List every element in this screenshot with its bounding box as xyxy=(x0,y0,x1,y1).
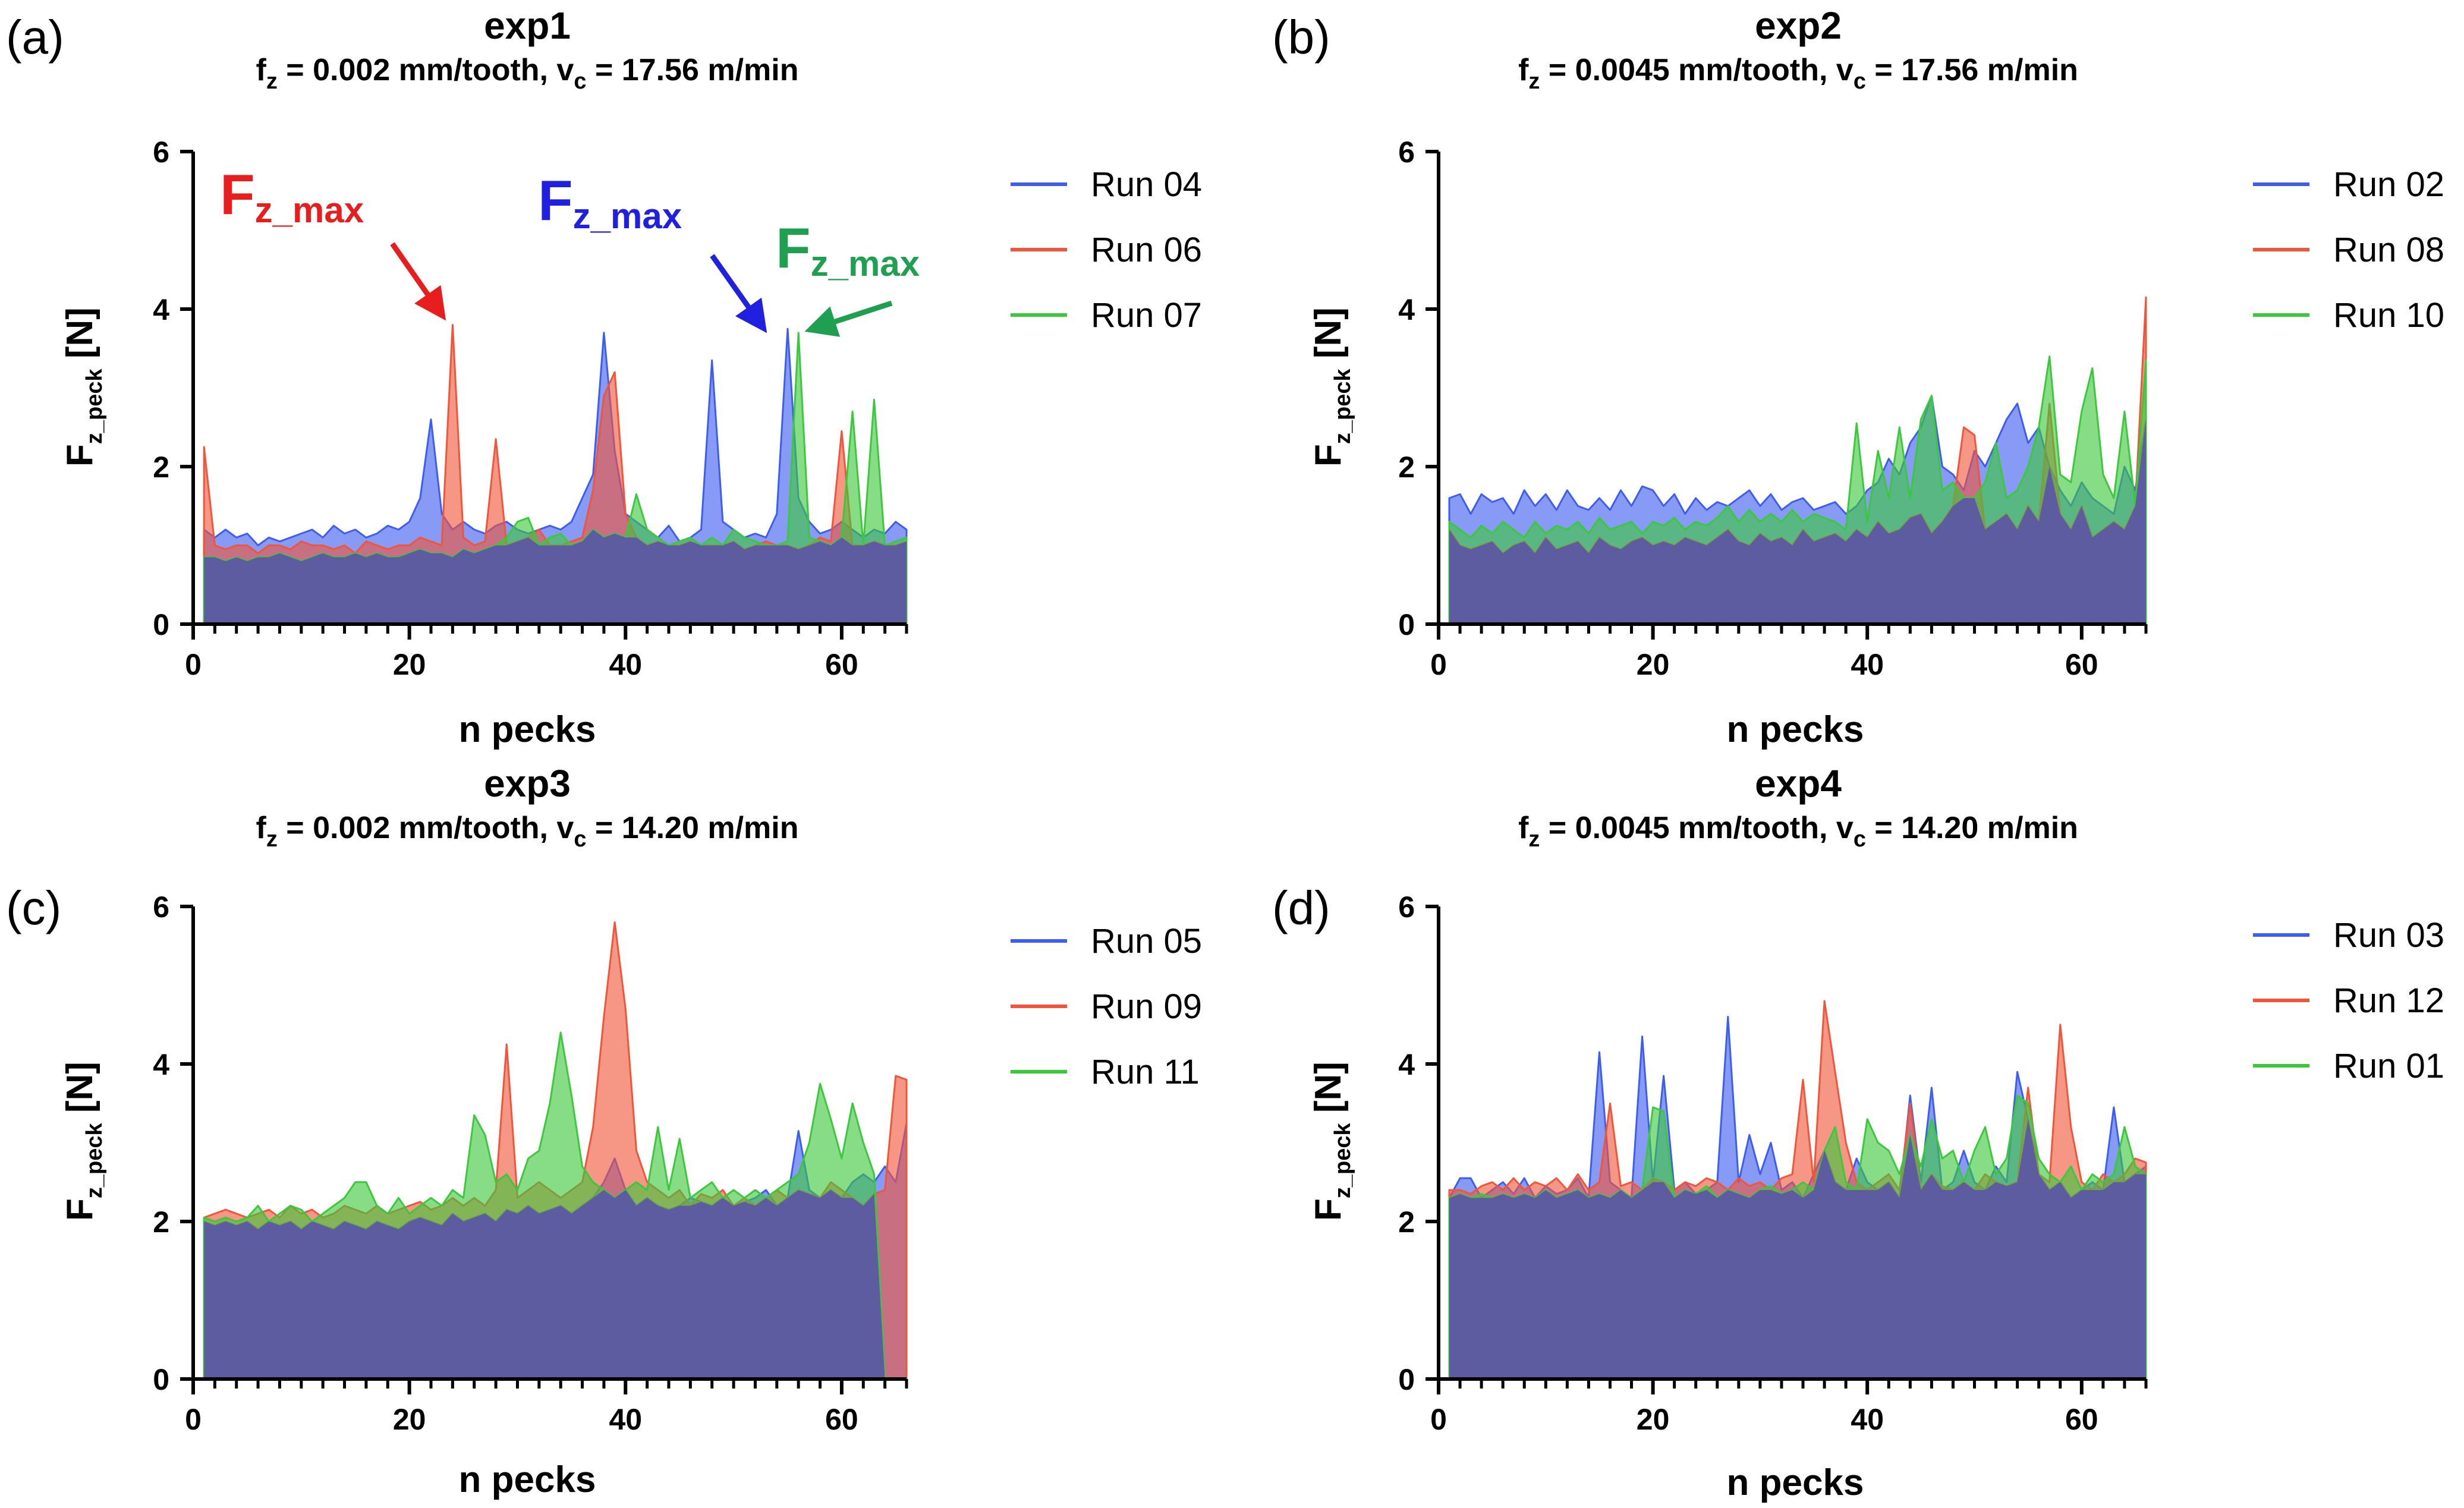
panel-label: (b) xyxy=(1272,11,1330,64)
axes-layer: 0 20 40 60 0 2 4 6 xyxy=(1398,136,2148,681)
x-tick-label: 20 xyxy=(1637,648,1670,681)
x-tick-label: 40 xyxy=(609,648,642,681)
legend-label: Run 01 xyxy=(2333,1047,2444,1085)
legend-label: Run 11 xyxy=(1091,1053,1200,1091)
series-overlap-area xyxy=(204,1190,907,1379)
fz-max-label-blue: Fz_max xyxy=(538,169,682,236)
x-tick-label: 40 xyxy=(1851,1403,1884,1436)
panel-b: (b) exp2 fz = 0.0045 mm/tooth, vc = 17.5… xyxy=(1272,4,2444,750)
fz-max-arrow-red xyxy=(390,242,446,321)
x-tick-label: 20 xyxy=(1637,1403,1670,1436)
x-tick-label: 60 xyxy=(825,1403,858,1436)
y-tick-label: 0 xyxy=(153,1363,169,1396)
y-tick-label: 0 xyxy=(153,608,169,641)
y-tick-label: 4 xyxy=(153,293,169,326)
series-layer xyxy=(203,324,908,625)
y-axis-title: Fz_peck [N] xyxy=(1308,1062,1355,1221)
chart-subtitle: fz = 0.0045 mm/tooth, vc = 17.56 m/min xyxy=(1518,53,2078,94)
chart-subtitle: fz = 0.002 mm/tooth, vc = 17.56 m/min xyxy=(256,53,799,94)
y-tick-label: 2 xyxy=(153,1205,169,1239)
x-axis-title: n pecks xyxy=(459,709,596,750)
y-tick-label: 0 xyxy=(1398,608,1415,641)
legend: Run 02 Run 08 Run 10 xyxy=(2253,165,2444,335)
x-tick-label: 60 xyxy=(2065,1403,2098,1436)
legend-label: Run 10 xyxy=(2333,296,2444,335)
series-overlap-area xyxy=(1449,1119,2146,1379)
legend: Run 03 Run 12 Run 01 xyxy=(2253,916,2444,1085)
fz-max-annotations: Fz_max Fz_max Fz_max xyxy=(220,163,920,337)
legend-label: Run 12 xyxy=(2333,981,2444,1020)
chart-title: exp2 xyxy=(1755,4,1842,47)
fz-max-label-green: Fz_max xyxy=(776,216,920,284)
fz-max-label-red: Fz_max xyxy=(220,163,364,230)
chart-title: exp3 xyxy=(484,762,571,805)
panel-c: (c) exp3 fz = 0.002 mm/tooth, vc = 14.20… xyxy=(6,762,1202,1500)
chart-subtitle: fz = 0.0045 mm/tooth, vc = 14.20 m/min xyxy=(1518,811,2078,852)
y-tick-label: 6 xyxy=(1398,890,1415,924)
y-tick-label: 6 xyxy=(153,890,169,924)
x-tick-label: 40 xyxy=(1851,648,1884,681)
series-layer xyxy=(1448,296,2147,625)
x-tick-label: 20 xyxy=(393,648,426,681)
y-tick-label: 2 xyxy=(1398,1205,1415,1239)
axes-layer: 0 20 40 60 0 2 4 6 xyxy=(1398,890,2148,1436)
panel-a: (a) exp1 fz = 0.002 mm/tooth, vc = 17.56… xyxy=(6,4,1202,750)
x-tick-label: 0 xyxy=(1430,1403,1447,1436)
fz-max-arrow-blue xyxy=(710,254,767,333)
x-tick-label: 60 xyxy=(2065,648,2098,681)
y-tick-label: 4 xyxy=(1398,293,1415,326)
y-tick-label: 6 xyxy=(1398,136,1415,169)
chart-subtitle: fz = 0.002 mm/tooth, vc = 14.20 m/min xyxy=(256,811,799,852)
y-tick-label: 6 xyxy=(153,136,169,169)
legend-label: Run 06 xyxy=(1091,231,1202,269)
panel-label: (a) xyxy=(6,11,64,64)
legend-label: Run 07 xyxy=(1091,296,1202,335)
y-tick-label: 0 xyxy=(1398,1363,1415,1396)
x-tick-label: 0 xyxy=(185,1403,202,1436)
axes-layer: 0 20 40 60 0 2 4 6 xyxy=(153,136,908,681)
x-tick-label: 0 xyxy=(185,648,202,681)
legend-label: Run 04 xyxy=(1091,165,1202,204)
legend: Run 04 Run 06 Run 07 xyxy=(1011,165,1202,335)
chart-title: exp4 xyxy=(1755,762,1842,805)
legend-label: Run 03 xyxy=(2333,916,2444,955)
legend-label: Run 02 xyxy=(2333,165,2444,204)
series-overlap-area xyxy=(1449,419,2146,624)
y-axis-title: Fz_peck [N] xyxy=(1308,307,1355,467)
panel-d: (d) exp4 fz = 0.0045 mm/tooth, vc = 14.2… xyxy=(1272,762,2444,1503)
fz-max-arrow-green xyxy=(804,300,893,337)
series-layer xyxy=(203,921,908,1380)
y-tick-label: 4 xyxy=(153,1048,169,1081)
y-tick-label: 4 xyxy=(1398,1048,1415,1081)
series-overlap-area xyxy=(204,530,907,624)
panel-label: (c) xyxy=(6,881,61,934)
legend-label: Run 05 xyxy=(1091,922,1202,961)
x-tick-label: 0 xyxy=(1430,648,1447,681)
chart-title: exp1 xyxy=(484,4,571,47)
series-layer xyxy=(1448,1000,2147,1380)
x-axis-title: n pecks xyxy=(1727,709,1864,750)
x-tick-label: 60 xyxy=(825,648,858,681)
y-axis-title: Fz_peck [N] xyxy=(59,1062,107,1221)
x-tick-label: 40 xyxy=(609,1403,642,1436)
legend-label: Run 08 xyxy=(2333,231,2444,269)
legend: Run 05 Run 09 Run 11 xyxy=(1011,922,1202,1091)
y-tick-label: 2 xyxy=(153,451,169,484)
x-axis-title: n pecks xyxy=(459,1459,596,1500)
x-tick-label: 20 xyxy=(393,1403,426,1436)
y-tick-label: 2 xyxy=(1398,451,1415,484)
panel-label: (d) xyxy=(1272,881,1330,934)
y-axis-title: Fz_peck [N] xyxy=(59,307,107,467)
legend-label: Run 09 xyxy=(1091,987,1202,1026)
axes-layer: 0 20 40 60 0 2 4 6 xyxy=(153,890,908,1436)
x-axis-title: n pecks xyxy=(1727,1462,1864,1503)
